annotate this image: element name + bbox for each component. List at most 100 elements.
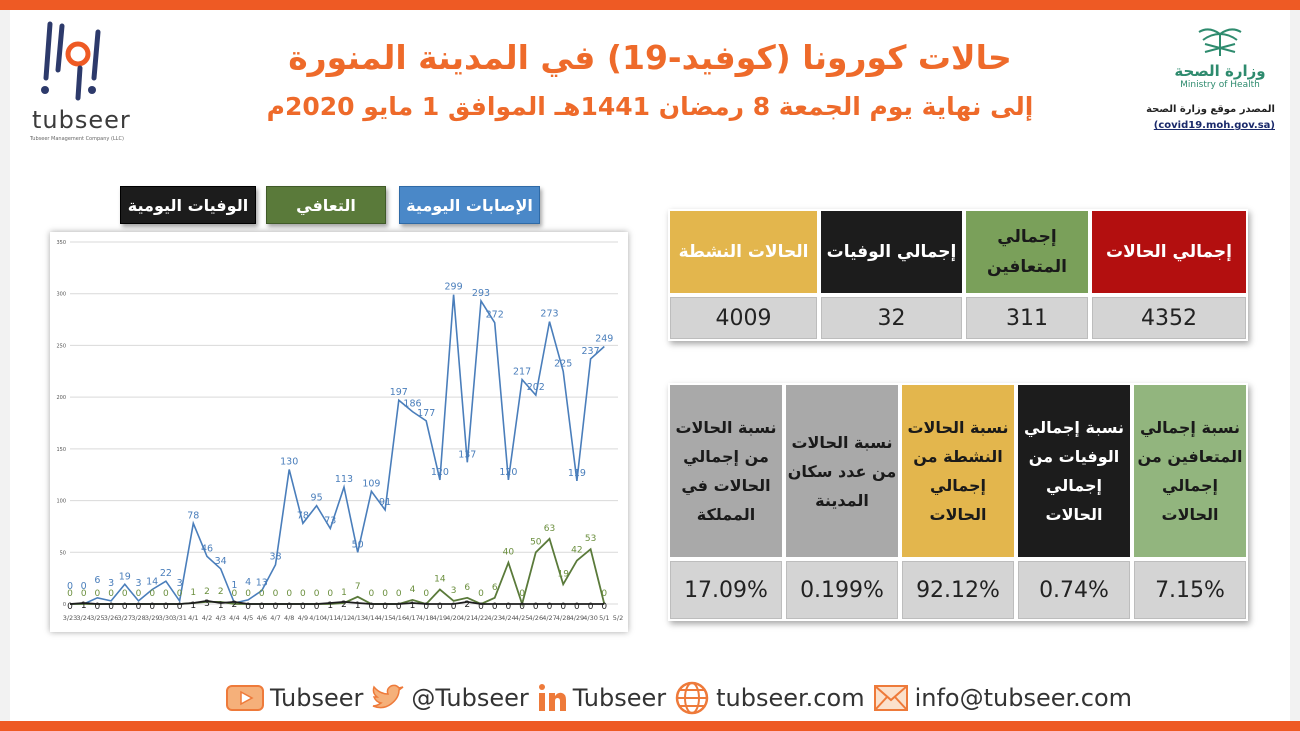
data-label: 0 bbox=[478, 602, 484, 612]
data-label: 109 bbox=[362, 478, 380, 489]
youtube-icon bbox=[226, 685, 264, 711]
data-label: 0 bbox=[67, 589, 73, 599]
data-label: 186 bbox=[403, 399, 421, 410]
data-label: 6 bbox=[464, 583, 470, 593]
data-label: 1 bbox=[81, 601, 87, 611]
data-label: 0 bbox=[478, 589, 484, 599]
total-cases-value: 4352 bbox=[1090, 295, 1248, 341]
y-tick-label: 150 bbox=[56, 447, 66, 453]
data-label: 7 bbox=[355, 582, 361, 592]
x-tick-label: 3/26 bbox=[104, 614, 119, 622]
data-label: 1 bbox=[355, 601, 361, 611]
footer-website[interactable]: tubseer.com bbox=[674, 680, 865, 716]
data-label: 0 bbox=[149, 589, 155, 599]
x-tick-label: 4/13 bbox=[350, 614, 365, 622]
data-label: 272 bbox=[486, 310, 504, 321]
total-cases-header: إجمالي الحالات bbox=[1090, 209, 1248, 295]
data-label: 1 bbox=[190, 601, 196, 611]
logo-wordmark: tubseer bbox=[32, 106, 131, 134]
data-label: 0 bbox=[396, 602, 402, 612]
data-label: 1 bbox=[410, 601, 416, 611]
mail-icon bbox=[873, 685, 908, 711]
x-tick-label: 4/10 bbox=[309, 614, 324, 622]
data-label: 293 bbox=[472, 288, 490, 299]
data-label: 0 bbox=[519, 589, 525, 599]
x-tick-label: 4/4 bbox=[229, 614, 239, 622]
recovered-pct-header: نسبة إجمالي المتعافين من إجمالي الحالات bbox=[1132, 383, 1248, 559]
x-tick-label: 3/28 bbox=[131, 614, 146, 622]
page-subtitle: إلى نهاية يوم الجمعة 8 رمضان 1441هـ المو… bbox=[266, 92, 1034, 121]
y-tick-label: 300 bbox=[56, 292, 66, 298]
data-label: 14 bbox=[434, 575, 446, 585]
data-label: 0 bbox=[122, 602, 128, 612]
y-tick-label: 100 bbox=[56, 499, 66, 505]
footer-linkedin[interactable]: Tubseer bbox=[537, 683, 666, 713]
data-label: 3 bbox=[204, 599, 210, 609]
data-label: 1 bbox=[327, 601, 333, 611]
active-pct-value: 92.12% bbox=[900, 559, 1016, 621]
active-pct-header: نسبة الحالات النشطة من إجمالي الحالات bbox=[900, 383, 1016, 559]
data-label: 0 bbox=[149, 602, 155, 612]
data-label: 0 bbox=[177, 589, 183, 599]
y-tick-label: 0 bbox=[63, 602, 66, 608]
data-label: 50 bbox=[352, 539, 364, 550]
x-tick-label: 3/23 bbox=[63, 614, 78, 622]
data-label: 0 bbox=[163, 589, 169, 599]
x-tick-label: 4/26 bbox=[528, 614, 543, 622]
x-tick-label: 4/2 bbox=[202, 614, 212, 622]
data-label: 0 bbox=[560, 602, 566, 612]
data-label: 1 bbox=[190, 588, 196, 598]
data-label: 0 bbox=[382, 602, 388, 612]
data-label: 0 bbox=[136, 602, 142, 612]
footer-email[interactable]: info@tubseer.com bbox=[873, 684, 1132, 712]
data-label: 95 bbox=[311, 493, 323, 504]
bottom-accent-bar bbox=[0, 721, 1300, 731]
x-tick-label: 4/21 bbox=[460, 614, 475, 622]
x-tick-label: 4/9 bbox=[298, 614, 308, 622]
source-link[interactable]: (covid19.moh.gov.sa) bbox=[1153, 120, 1275, 131]
ministry-name-en: Ministry of Health bbox=[1180, 80, 1260, 90]
data-label: 0 bbox=[95, 589, 101, 599]
data-label: 2 bbox=[341, 600, 347, 610]
data-label: 34 bbox=[215, 556, 227, 567]
data-label: 0 bbox=[300, 589, 306, 599]
data-label: 0 bbox=[273, 602, 279, 612]
y-tick-label: 50 bbox=[60, 550, 66, 556]
footer-contacts: Tubseer @Tubseer Tubseer tubseer.com inf… bbox=[226, 676, 1140, 720]
data-label: 0 bbox=[232, 589, 238, 599]
data-label: 137 bbox=[458, 449, 476, 460]
x-tick-label: 4/19 bbox=[433, 614, 448, 622]
data-label: 2 bbox=[204, 587, 210, 597]
linkedin-icon bbox=[538, 684, 566, 711]
data-label: 202 bbox=[527, 382, 545, 393]
data-label: 14 bbox=[146, 577, 158, 588]
legend-daily-cases: الإصابات اليومية bbox=[399, 186, 540, 224]
x-tick-label: 4/12 bbox=[337, 614, 352, 622]
data-label: 113 bbox=[335, 474, 353, 485]
data-label: 0 bbox=[177, 602, 183, 612]
data-label: 1 bbox=[341, 588, 347, 598]
data-label: 0 bbox=[81, 589, 87, 599]
data-label: 119 bbox=[568, 468, 586, 479]
x-tick-label: 4/27 bbox=[542, 614, 557, 622]
footer-twitter[interactable]: @Tubseer bbox=[371, 684, 529, 712]
data-label: 50 bbox=[530, 537, 542, 547]
data-label: 63 bbox=[544, 524, 555, 534]
x-tick-label: 4/16 bbox=[391, 614, 406, 622]
data-label: 3 bbox=[451, 586, 457, 596]
y-tick-label: 350 bbox=[56, 240, 66, 246]
data-label: 0 bbox=[259, 589, 265, 599]
data-label: 120 bbox=[431, 467, 449, 478]
data-label: 237 bbox=[582, 346, 600, 357]
data-label: 0 bbox=[95, 602, 101, 612]
data-label: 0 bbox=[259, 602, 265, 612]
data-label: 0 bbox=[396, 589, 402, 599]
total-recovered-header: إجمالي المتعافين bbox=[964, 209, 1090, 295]
footer-youtube[interactable]: Tubseer bbox=[226, 684, 363, 712]
data-label: 0 bbox=[108, 589, 114, 599]
recovered-pct-value: 7.15% bbox=[1132, 559, 1248, 621]
data-label: 0 bbox=[314, 589, 320, 599]
data-label: 78 bbox=[187, 510, 199, 521]
data-label: 38 bbox=[269, 552, 281, 563]
